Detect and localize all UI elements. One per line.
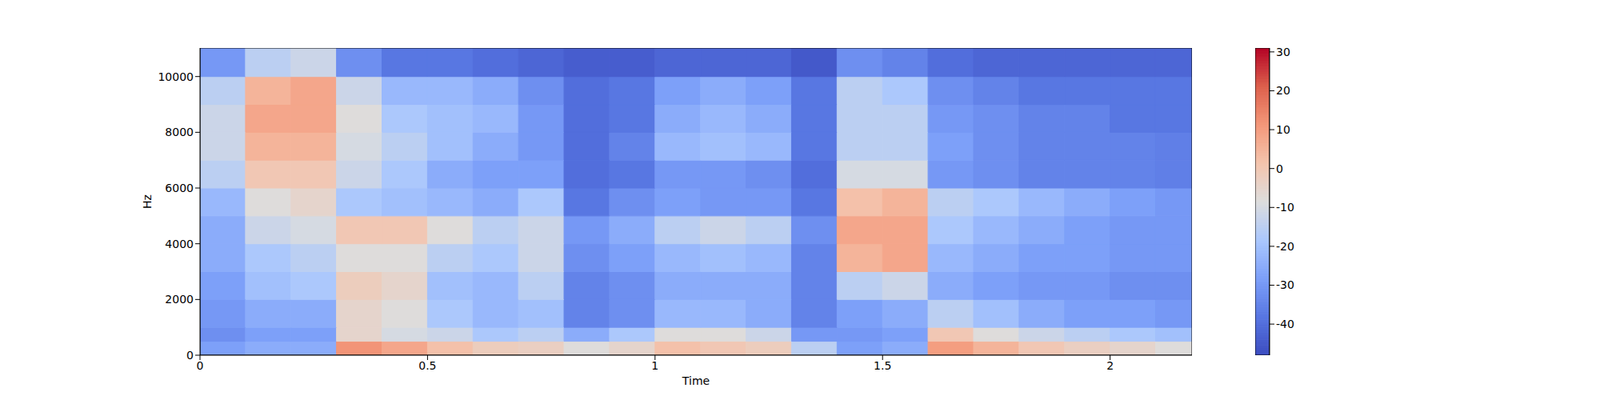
svg-text:2000: 2000: [164, 292, 194, 306]
svg-text:1: 1: [651, 359, 659, 372]
svg-text:0: 0: [186, 348, 194, 362]
svg-text:20: 20: [1276, 84, 1291, 97]
svg-text:0.5: 0.5: [418, 359, 436, 372]
svg-text:8000: 8000: [164, 125, 194, 139]
svg-text:-20: -20: [1276, 240, 1295, 253]
svg-text:6000: 6000: [164, 181, 194, 195]
svg-text:0: 0: [1276, 162, 1284, 176]
svg-text:1.5: 1.5: [873, 359, 892, 372]
svg-text:-10: -10: [1276, 200, 1295, 214]
svg-text:30: 30: [1276, 45, 1291, 59]
svg-text:10000: 10000: [157, 70, 194, 84]
html-text:Hz: Hz: [140, 194, 154, 209]
svg-text:-40: -40: [1276, 317, 1295, 331]
svg-text:0: 0: [196, 359, 204, 372]
svg-text:10: 10: [1276, 123, 1291, 136]
svg-text:2: 2: [1106, 359, 1114, 372]
svg-text:-30: -30: [1276, 278, 1295, 292]
html-text:Time: Time: [682, 374, 710, 388]
svg-text:4000: 4000: [164, 237, 194, 251]
